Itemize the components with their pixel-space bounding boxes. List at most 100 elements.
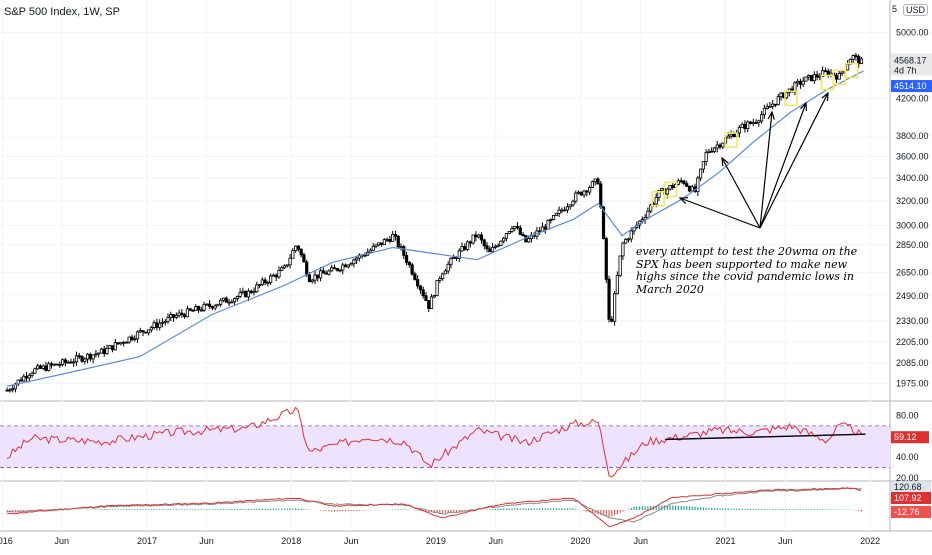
candle-body — [146, 329, 151, 334]
candle-body — [219, 299, 223, 305]
candle-body — [338, 269, 342, 272]
time-tick-label: 2018 — [281, 536, 301, 546]
candle-body — [296, 245, 300, 250]
candle-body — [427, 300, 431, 309]
arrow-head — [821, 91, 829, 102]
candle-body — [382, 239, 386, 246]
touch-highlight-box — [784, 90, 798, 107]
candle-body — [784, 91, 789, 99]
candle-body — [612, 293, 617, 322]
candle-body — [191, 309, 195, 312]
time-tick-label: 2021 — [716, 536, 736, 546]
candle-body — [771, 103, 775, 107]
candle-body — [346, 264, 350, 268]
candle-body — [110, 345, 115, 351]
candle-body — [657, 189, 661, 198]
candle-body — [183, 314, 187, 318]
candle-body — [546, 220, 550, 230]
candle-body — [626, 238, 631, 241]
candle-body — [527, 238, 531, 243]
candle-body — [280, 267, 284, 271]
candle-body — [435, 279, 439, 296]
price-tick-label: 3600.00 — [896, 152, 929, 162]
candle-body — [807, 74, 811, 78]
touch-highlight-box — [724, 132, 738, 148]
candle-body — [840, 71, 844, 74]
candle-body — [130, 336, 134, 340]
candle-body — [158, 322, 162, 328]
rsi-tick-label: 80.00 — [896, 410, 919, 420]
macd-line — [7, 487, 862, 528]
candle-body — [488, 248, 492, 253]
price-countdown: 4d 7h — [894, 66, 917, 76]
candle-body — [335, 268, 339, 271]
candle-body — [499, 240, 503, 246]
time-tick-label: Jun — [199, 536, 214, 546]
candle-body — [557, 209, 561, 214]
candle-body — [166, 316, 170, 322]
candle-body — [585, 190, 589, 193]
price-tick-label: 5000.00 — [896, 27, 929, 37]
candle-body — [88, 353, 92, 360]
candle-body — [801, 80, 805, 85]
annotation-arrow — [759, 102, 807, 229]
series-layer — [5, 53, 864, 528]
candle-body — [63, 359, 67, 363]
candle-body — [502, 237, 506, 242]
candle-body — [671, 185, 675, 188]
candle-body — [94, 353, 98, 356]
candle-body — [460, 245, 464, 252]
candle-body — [221, 297, 226, 301]
candle-body — [196, 306, 201, 311]
candle-body — [471, 234, 475, 244]
currency-button[interactable]: USD — [903, 4, 929, 16]
candle-body — [454, 257, 459, 260]
candle-body — [269, 275, 273, 283]
price-last-badge — [891, 53, 932, 76]
candle-body — [321, 270, 325, 274]
candle-body — [482, 239, 486, 247]
candle-body — [285, 264, 289, 267]
candle-body — [174, 315, 178, 318]
annotation-arrow — [759, 92, 829, 229]
candle-body — [24, 375, 29, 379]
candle-body — [668, 185, 672, 190]
candle-body — [823, 70, 828, 73]
candle-body — [72, 361, 76, 364]
candle-body — [385, 239, 389, 241]
candle-body — [485, 245, 489, 250]
annotation-arrow — [759, 111, 773, 229]
candle-body — [754, 122, 758, 124]
macd-hist-badge — [891, 506, 931, 518]
time-tick-label: Jun — [344, 536, 359, 546]
candle-body — [288, 257, 292, 266]
price-tick-label: 2490.00 — [896, 291, 929, 301]
candle-body — [302, 254, 306, 263]
ma-last-badge — [891, 80, 932, 93]
rsi-line — [6, 406, 862, 478]
candle-body — [576, 191, 581, 194]
candle-body — [690, 186, 694, 192]
touch-highlight-box — [844, 62, 859, 79]
candle-body — [55, 363, 59, 366]
candle-body — [244, 290, 248, 298]
time-tick-label: 2016 — [0, 536, 13, 546]
candle-body — [463, 245, 467, 250]
candle-body — [696, 177, 700, 193]
chart-title: S&P 500 Index, 1W, SP — [4, 6, 120, 18]
candle-body — [737, 126, 742, 134]
time-tick-label: Jun — [633, 536, 648, 546]
candle-body — [249, 290, 253, 293]
candle-body — [330, 267, 334, 272]
candle-body — [518, 227, 522, 235]
candle-body — [857, 56, 861, 65]
price-tick-label: 2085.00 — [896, 358, 929, 368]
candle-body — [260, 279, 264, 285]
candle-body — [299, 248, 303, 256]
candle-body — [19, 379, 23, 382]
candle-body — [465, 241, 470, 250]
candle-body — [202, 303, 206, 311]
